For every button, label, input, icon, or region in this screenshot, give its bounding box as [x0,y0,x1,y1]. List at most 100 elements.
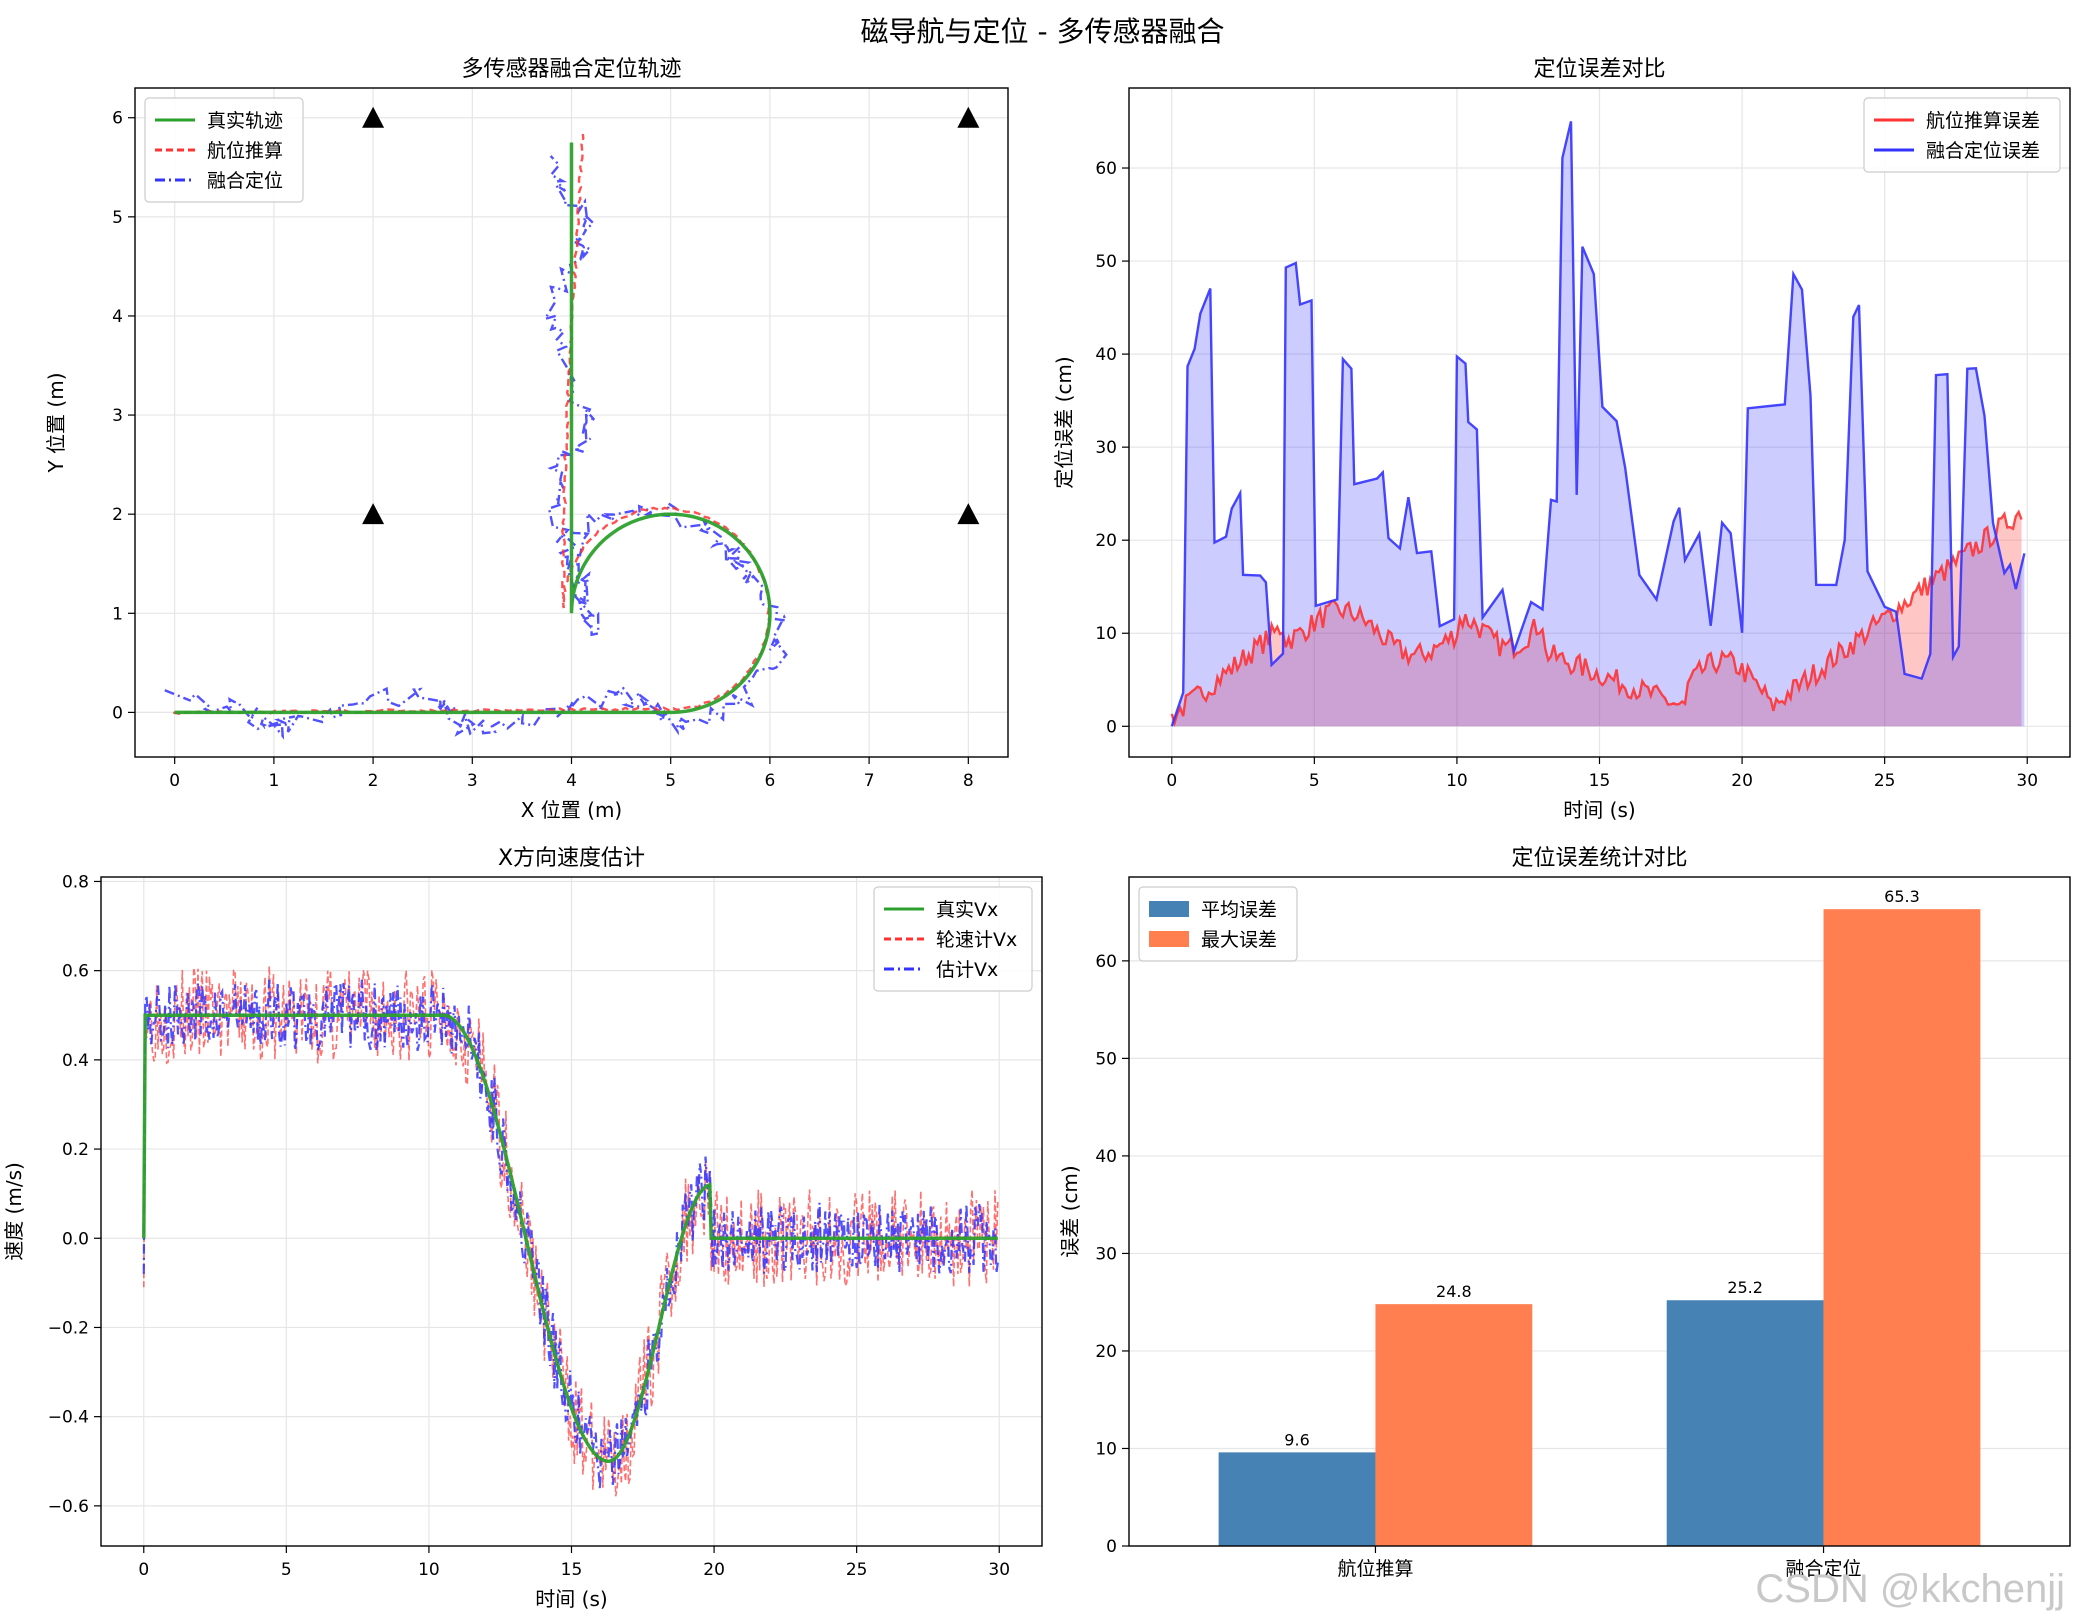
legend-label: 平均误差 [1201,899,1277,921]
y-tick-label: 0 [112,703,123,723]
axes-frame [1128,876,2071,1547]
x-tick-label: 5 [1309,771,1320,791]
legend-label: 融合定位 [207,170,283,192]
axes-frame [100,876,1043,1547]
y-axis-label: Y 位置 (m) [44,372,68,473]
legend-label: 融合定位误差 [1926,140,2040,162]
x-tick-label: 10 [418,1560,440,1580]
y-tick-label: 3 [112,406,123,426]
x-tick-label: 25 [846,1560,868,1580]
chart-title: 多传感器融合定位轨迹 [461,57,681,82]
y-tick-label: 0.6 [62,962,89,982]
series-fused-line [1170,121,2026,727]
legend-label: 估计Vx [936,959,998,981]
y-tick-label: −0.4 [48,1408,89,1428]
bar-value-label: 65.3 [1884,887,1920,906]
y-tick-label: 20 [1095,531,1117,551]
y-tick-label: 1 [112,604,123,624]
y-tick-label: 60 [1095,159,1117,179]
chart-title: X方向速度估计 [498,846,645,871]
plot-area [142,966,999,1497]
x-tick-label: 5 [665,771,676,791]
axes-frame [134,87,1009,758]
plot-area [164,106,980,740]
bar-value-label: 24.8 [1436,1282,1472,1301]
figure-suptitle: 磁导航与定位 - 多传感器融合 [860,15,1225,48]
y-tick-label: 30 [1095,438,1117,458]
landmark-marker [957,503,980,525]
chart-error: 定位误差对比 0 5 10 15 20 25 30 0 10 20 30 40 50 60 时间 (s) 定位误… [1052,57,2071,822]
x-tick-label: 0 [138,1560,149,1580]
bar-mean [1218,1452,1376,1546]
y-tick-label: 2 [112,505,123,525]
y-tick-label: 20 [1095,1342,1117,1362]
legend-label: 真实轨迹 [207,110,283,132]
x-tick-label: 1 [268,771,279,791]
y-tick-label: 50 [1095,252,1117,272]
x-tick-label: 融合定位 [1786,1558,1862,1580]
x-tick-label: 7 [864,771,875,791]
y-axis-label: 速度 (m/s) [2,1162,26,1261]
x-tick-label: 6 [764,771,775,791]
legend-label: 真实Vx [936,899,998,921]
legend-swatch [1149,931,1189,947]
series-deadreckon-area [1171,512,2022,727]
y-tick-label: 50 [1095,1049,1117,1069]
x-tick-label: 0 [1166,771,1177,791]
legend-box [1863,97,2061,173]
legend-label: 最大误差 [1201,929,1277,951]
y-tick-label: 5 [112,208,123,228]
legend-swatch [1149,901,1189,917]
x-tick-label: 15 [561,1560,583,1580]
y-tick-label: 4 [112,307,123,327]
x-tick-label: 4 [566,771,577,791]
watermark: CSDN @kkchenjj [1755,1567,2065,1611]
chart-trajectory: 多传感器融合定位轨迹 0 1 2 3 4 5 6 7 8 0 1 2 3 4 5 6 X 位置 (m) Y 位置 (… [44,57,1009,822]
y-tick-label: 0.2 [62,1140,89,1160]
x-tick-label: 航位推算 [1337,1558,1413,1580]
x-tick-label: 20 [703,1560,725,1580]
series-truth-line [174,142,772,715]
y-tick-label: 0 [1106,1537,1117,1557]
x-tick-label: 10 [1446,771,1468,791]
y-tick-label: −0.2 [48,1318,89,1338]
y-tick-label: 0.8 [62,872,89,892]
bar-max [1823,909,1981,1546]
y-tick-label: 10 [1095,624,1117,644]
plot-area [1218,909,1981,1546]
x-tick-label: 20 [1731,771,1753,791]
axes-frame [1128,87,2071,758]
series-fused-area [1171,121,2025,727]
x-tick-label: 30 [988,1560,1010,1580]
chart-stats: 定位误差统计对比 0 10 20 30 40 50 60 误差 (cm) 9.6 24.8 航位推算 2… [1058,846,2071,1580]
y-tick-label: 60 [1095,952,1117,972]
landmark-marker [957,106,980,128]
series-deadreckon-line [1170,509,2023,727]
y-tick-label: −0.6 [48,1497,89,1517]
chart-velocity: X方向速度估计 0 5 10 15 20 25 30 −0.6 −0.4 −0.2 0.0 0.2 0.4… [2,846,1043,1611]
y-tick-label: 10 [1095,1439,1117,1459]
y-tick-label: 0.0 [62,1229,89,1249]
y-tick-label: 6 [112,109,123,129]
y-tick-label: 0 [1106,717,1117,737]
y-tick-label: 40 [1095,1147,1117,1167]
y-tick-label: 40 [1095,345,1117,365]
x-tick-label: 5 [281,1560,292,1580]
landmark-marker [362,106,385,128]
plot-area [1170,121,2026,727]
y-axis-label: 定位误差 (cm) [1052,356,1076,488]
x-tick-label: 25 [1874,771,1896,791]
x-axis-label: 时间 (s) [535,1587,607,1611]
x-tick-label: 8 [963,771,974,791]
x-tick-label: 2 [368,771,379,791]
x-tick-label: 0 [169,771,180,791]
series-fused-line [164,155,788,740]
legend-label: 航位推算误差 [1926,110,2040,132]
legend-box [144,97,304,203]
series-estimate-line [142,979,999,1490]
landmark-marker [362,503,385,525]
chart-title: 定位误差统计对比 [1511,846,1687,871]
x-tick-label: 3 [467,771,478,791]
y-axis-label: 误差 (cm) [1058,1165,1082,1257]
